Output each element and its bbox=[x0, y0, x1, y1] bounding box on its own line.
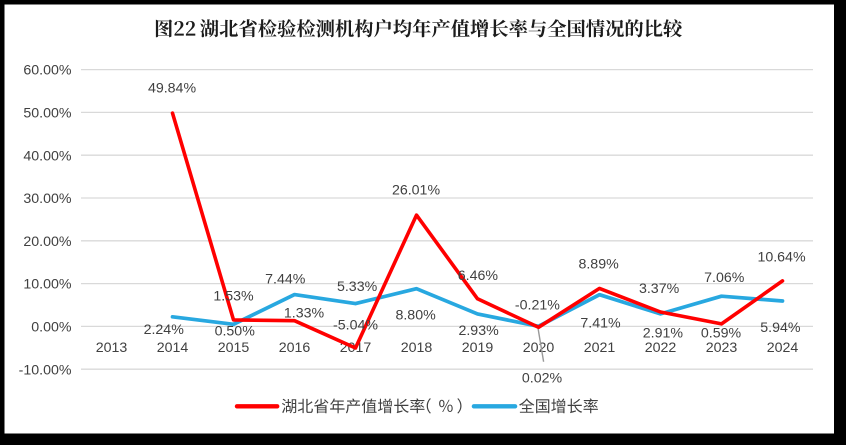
svg-text:2022: 2022 bbox=[645, 340, 677, 356]
svg-text:0.59%: 0.59% bbox=[701, 326, 742, 342]
svg-text:2024: 2024 bbox=[767, 340, 799, 356]
svg-text:0.50%: 0.50% bbox=[215, 324, 256, 340]
svg-text:-0.21%: -0.21% bbox=[515, 298, 560, 314]
svg-text:0.00%: 0.00% bbox=[31, 320, 72, 336]
svg-text:2.93%: 2.93% bbox=[458, 323, 499, 339]
svg-text:10.00%: 10.00% bbox=[23, 277, 72, 293]
svg-text:6.46%: 6.46% bbox=[458, 268, 499, 284]
svg-text:40.00%: 40.00% bbox=[23, 148, 72, 164]
svg-text:2013: 2013 bbox=[96, 340, 128, 356]
svg-text:2.91%: 2.91% bbox=[643, 326, 684, 342]
svg-text:2014: 2014 bbox=[157, 340, 189, 356]
svg-text:20.00%: 20.00% bbox=[23, 234, 72, 250]
svg-text:-10.00%: -10.00% bbox=[19, 362, 72, 378]
svg-text:1.33%: 1.33% bbox=[284, 306, 325, 322]
svg-text:7.06%: 7.06% bbox=[704, 270, 745, 286]
svg-text:7.41%: 7.41% bbox=[580, 316, 621, 332]
svg-text:7.44%: 7.44% bbox=[265, 272, 306, 288]
svg-text:60.00%: 60.00% bbox=[23, 63, 72, 79]
svg-text:30.00%: 30.00% bbox=[23, 191, 72, 207]
svg-text:8.89%: 8.89% bbox=[578, 257, 619, 273]
svg-text:0.02%: 0.02% bbox=[522, 371, 563, 387]
svg-text:2020: 2020 bbox=[523, 340, 555, 356]
svg-text:2.24%: 2.24% bbox=[144, 322, 185, 338]
svg-text:49.84%: 49.84% bbox=[148, 80, 197, 96]
svg-text:2023: 2023 bbox=[706, 340, 738, 356]
svg-text:26.01%: 26.01% bbox=[392, 183, 441, 199]
svg-text:10.64%: 10.64% bbox=[757, 249, 806, 265]
svg-text:5.33%: 5.33% bbox=[337, 279, 378, 295]
svg-text:2015: 2015 bbox=[218, 340, 250, 356]
svg-text:2019: 2019 bbox=[462, 340, 494, 356]
svg-text:-5.04%: -5.04% bbox=[333, 318, 378, 334]
svg-text:1.53%: 1.53% bbox=[213, 288, 254, 304]
svg-text:2016: 2016 bbox=[279, 340, 311, 356]
svg-text:2021: 2021 bbox=[584, 340, 616, 356]
svg-text:8.80%: 8.80% bbox=[395, 308, 436, 324]
svg-text:5.94%: 5.94% bbox=[760, 320, 801, 336]
svg-text:50.00%: 50.00% bbox=[23, 106, 72, 122]
svg-text:2018: 2018 bbox=[401, 340, 433, 356]
svg-text:3.37%: 3.37% bbox=[639, 281, 680, 297]
